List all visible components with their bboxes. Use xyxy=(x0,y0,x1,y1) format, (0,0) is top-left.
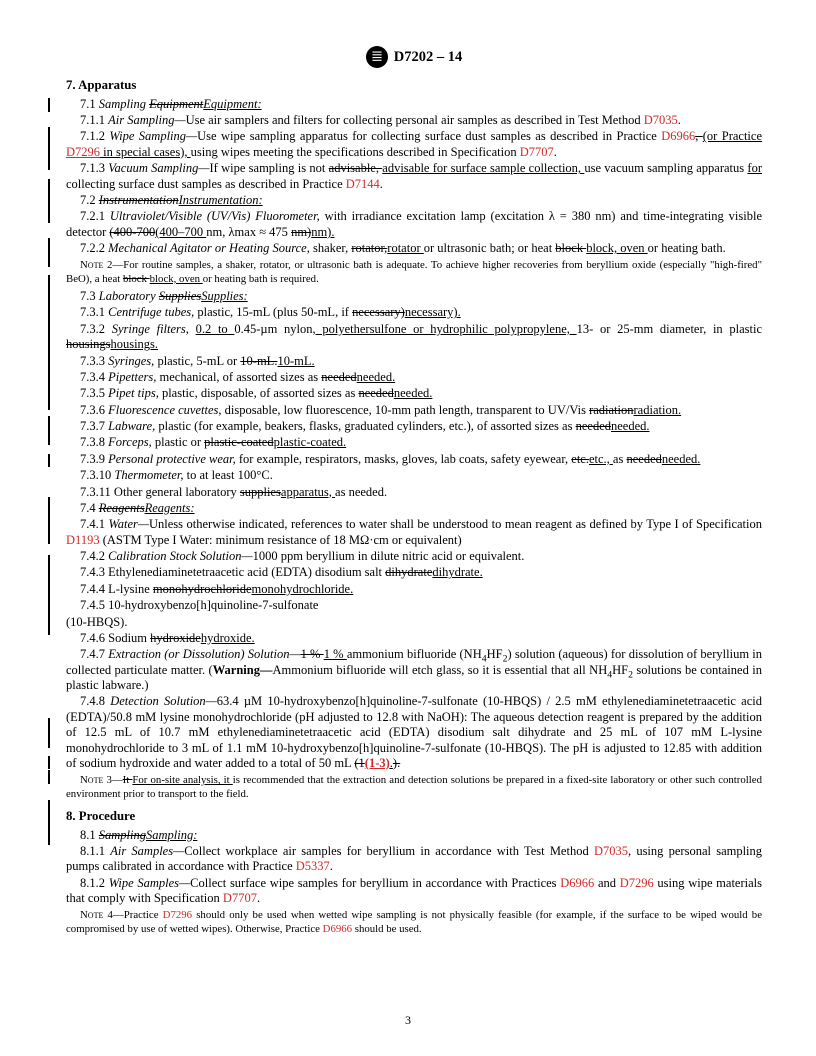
doc-designation: D7202 – 14 xyxy=(394,49,462,66)
link-d7144[interactable]: D7144 xyxy=(346,177,380,191)
link-d7296-c[interactable]: D7296 xyxy=(163,909,192,921)
p-7-2-2: 7.2.2 Mechanical Agitator or Heating Sou… xyxy=(66,241,762,256)
note-4: Note 4—Practice D7296 should only be use… xyxy=(66,909,762,936)
link-d6966-c[interactable]: D6966 xyxy=(323,923,352,935)
p-7-3-5: 7.3.5 Pipet tips, plastic, disposable, o… xyxy=(66,386,762,401)
p-7-4-5b: (10-HBQS). xyxy=(66,615,762,630)
link-d6966[interactable]: D6966 xyxy=(661,129,695,143)
page-number: 3 xyxy=(0,1013,816,1028)
link-d7707-b[interactable]: D7707 xyxy=(223,891,257,905)
p-7-1-1: 7.1.1 Air Sampling—Use air samplers and … xyxy=(66,113,762,128)
p-7-4-5a: 7.4.5 10-hydroxybenzo[h]quinoline-7-sulf… xyxy=(66,598,762,613)
link-d7035[interactable]: D7035 xyxy=(644,113,678,127)
p-7-3-6: 7.3.6 Fluorescence cuvettes, disposable,… xyxy=(66,403,762,418)
p-7-4-7: 7.4.7 Extraction (or Dissolution) Soluti… xyxy=(66,647,762,693)
p-7-3-1: 7.3.1 Centrifuge tubes, plastic, 15-mL (… xyxy=(66,305,762,320)
p-8-1-2: 8.1.2 Wipe Samples—Collect surface wipe … xyxy=(66,876,762,907)
p-7-3-2: 7.3.2 Syringe filters, 0.2 to 0.45-µm ny… xyxy=(66,322,762,353)
section-8-title: 8. Procedure xyxy=(66,809,762,825)
link-d7296-b[interactable]: D7296 xyxy=(620,876,654,890)
p-7-4-2: 7.4.2 Calibration Stock Solution—1000 pp… xyxy=(66,549,762,564)
p-7-3-3: 7.3.3 Syringes, plastic, 5-mL or 10-mL.1… xyxy=(66,354,762,369)
link-d6966-b[interactable]: D6966 xyxy=(560,876,594,890)
astm-logo xyxy=(366,46,388,68)
link-d1193[interactable]: D1193 xyxy=(66,533,100,547)
p-7-4-8: 7.4.8 Detection Solution—63.4 µM 10-hydr… xyxy=(66,694,762,771)
link-d7035-b[interactable]: D7035 xyxy=(594,844,628,858)
p-7-1-2: 7.1.2 Wipe Sampling—Use wipe sampling ap… xyxy=(66,129,762,160)
p-7-4-3: 7.4.3 Ethylenediaminetetraacetic acid (E… xyxy=(66,565,762,580)
link-d5337[interactable]: D5337 xyxy=(296,859,330,873)
section-7-title: 7. Apparatus xyxy=(66,78,762,94)
p-7-3-11: 7.3.11 Other general laboratory supplies… xyxy=(66,485,762,500)
p-8-1-1: 8.1.1 Air Samples—Collect workplace air … xyxy=(66,844,762,875)
p-7-3-4: 7.3.4 Pipetters, mechanical, of assorted… xyxy=(66,370,762,385)
note-3: Note 3—It For on-site analysis, it is re… xyxy=(66,774,762,801)
p-7-4: 7.4 ReagentsReagents: xyxy=(66,501,762,516)
note-2: Note 2—For routine samples, a shaker, ro… xyxy=(66,259,762,286)
p-7-2-1: 7.2.1 Ultraviolet/Visible (UV/Vis) Fluor… xyxy=(66,209,762,240)
link-d7296[interactable]: D7296 xyxy=(66,145,100,159)
p-7-3-8: 7.3.8 Forceps, plastic or plastic-coated… xyxy=(66,435,762,450)
p-7-3-10: 7.3.10 Thermometer, to at least 100°C. xyxy=(66,468,762,483)
p-8-1: 8.1 SamplingSampling: xyxy=(66,828,762,843)
page-body: D7202 – 14 7. Apparatus 7.1 Sampling Equ… xyxy=(0,0,816,936)
p-7-2: 7.2 InstrumentationInstrumentation: xyxy=(66,193,762,208)
p-7-3: 7.3 Laboratory SuppliesSupplies: xyxy=(66,289,762,304)
doc-header: D7202 – 14 xyxy=(66,46,762,68)
p-7-4-4: 7.4.4 L-lysine monohydrochloridemonohydr… xyxy=(66,582,762,597)
p-7-4-1: 7.4.1 Water—Unless otherwise indicated, … xyxy=(66,517,762,548)
content: 7. Apparatus 7.1 Sampling EquipmentEquip… xyxy=(66,78,762,936)
link-d7707[interactable]: D7707 xyxy=(520,145,554,159)
p-7-1: 7.1 Sampling EquipmentEquipment: xyxy=(66,97,762,112)
p-7-3-9: 7.3.9 Personal protective wear, for exam… xyxy=(66,452,762,467)
p-7-1-3: 7.1.3 Vacuum Sampling—If wipe sampling i… xyxy=(66,161,762,192)
p-7-4-6: 7.4.6 Sodium hydroxidehydroxide. xyxy=(66,631,762,646)
p-7-3-7: 7.3.7 Labware, plastic (for example, bea… xyxy=(66,419,762,434)
